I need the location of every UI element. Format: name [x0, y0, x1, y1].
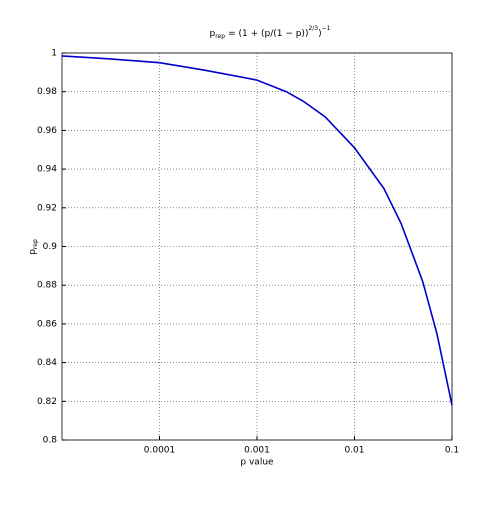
y-tick-label: 0.96 [37, 126, 57, 136]
y-tick-label: 0.88 [37, 281, 57, 291]
chart-title: prep = (1 + (p/(1 − p))2/3)−1 [210, 25, 331, 40]
x-tick-label: 0.01 [344, 446, 364, 456]
x-tick-label: 0.1 [445, 446, 459, 456]
y-tick-label: 0.98 [37, 87, 57, 97]
y-tick-label: 0.92 [37, 203, 57, 213]
y-tick-label: 0.9 [43, 242, 58, 252]
y-tick-label: 0.94 [37, 165, 57, 175]
x-tick-label: 0.0001 [144, 446, 176, 456]
y-tick-label: 0.86 [37, 319, 57, 329]
data-line [61, 55, 453, 406]
plot-frame [61, 52, 453, 441]
y-tick-label: 1 [51, 49, 57, 59]
x-tick-label: 0.001 [244, 446, 270, 456]
x-axis-label: p value [240, 458, 274, 468]
y-tick-label: 0.84 [37, 358, 57, 368]
y-axis-label: prep [28, 239, 39, 255]
y-tick-label: 0.8 [43, 436, 58, 446]
y-tick-label: 0.82 [37, 397, 57, 407]
